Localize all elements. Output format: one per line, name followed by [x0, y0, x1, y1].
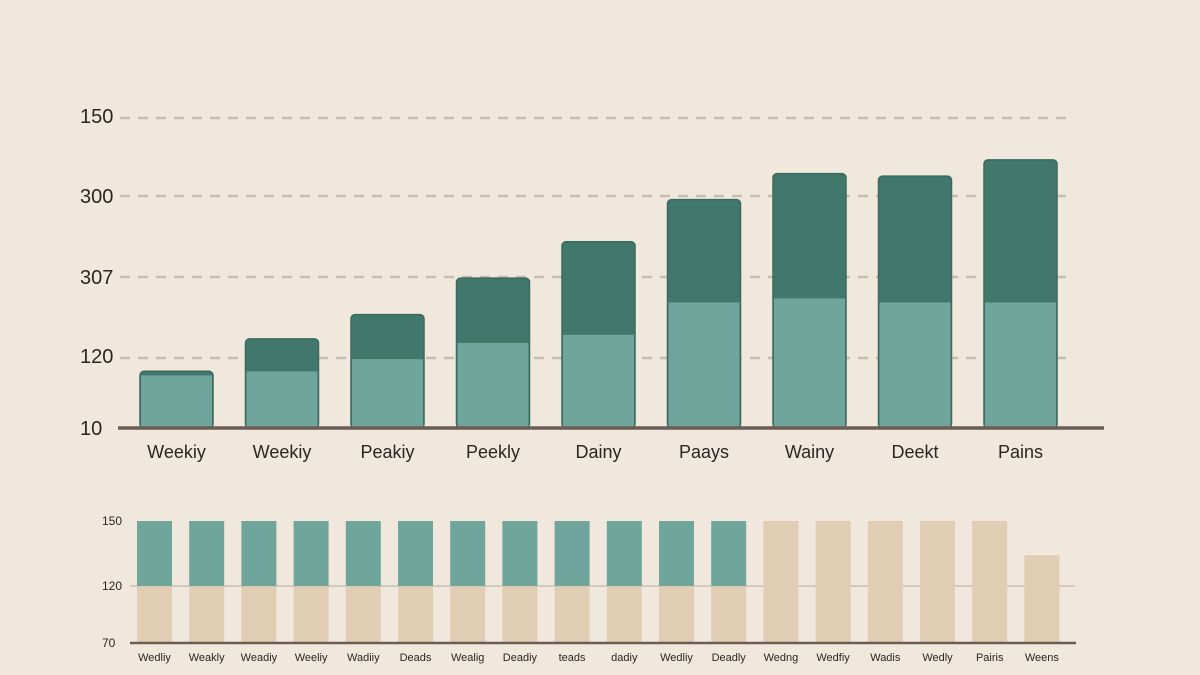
x-tick-label: Weakly — [189, 652, 225, 664]
y-tick-label: 150 — [80, 106, 113, 128]
bar-segment-lower — [774, 298, 845, 428]
bar-segment-lower — [246, 371, 318, 428]
bottom-stacked-bar-chart: 70 120 150 Wedliy Weakly Weadiy Weeliy Wadiiy De… — [102, 514, 1076, 664]
bar-segment-lower — [141, 375, 212, 428]
bar-segment-lower — [668, 302, 740, 428]
x-tick-label: Weekiy — [253, 442, 312, 462]
bar-segment-upper — [398, 521, 433, 587]
bar-segment-upper — [137, 521, 172, 587]
bar-segment-lower — [345, 586, 381, 643]
bar-segment-lower — [920, 521, 955, 643]
x-tick-label: Peekly — [466, 442, 520, 462]
bar-segment-upper — [293, 521, 329, 587]
bar-segment-upper — [189, 521, 225, 587]
x-tick-label: Wedly — [922, 652, 953, 664]
y-tick-label: 307 — [80, 267, 113, 289]
bar-segment-lower — [293, 586, 329, 643]
x-tick-label: Deads — [400, 652, 432, 664]
x-tick-label: Wealig — [451, 652, 484, 664]
bar-segment-lower — [985, 302, 1056, 428]
x-tick-label: Deekt — [891, 442, 938, 462]
bar-segment-lower — [563, 334, 634, 428]
x-tick-label: dadiy — [611, 652, 638, 664]
y-tick-label: 70 — [102, 636, 116, 650]
bar-segment-lower — [606, 586, 642, 643]
bar-segment-lower — [879, 302, 951, 428]
bar-segment-lower — [815, 521, 851, 643]
x-tick-label: Wedfiy — [816, 652, 850, 664]
x-tick-label: Wedliy — [138, 652, 171, 664]
y-tick-label: 150 — [102, 514, 122, 528]
x-tick-label: Wadis — [870, 652, 901, 664]
x-tick-label: Weadiy — [241, 652, 278, 664]
bar-segment-lower — [241, 586, 277, 643]
bar-segment-upper — [659, 521, 694, 587]
x-tick-label: Weens — [1025, 652, 1060, 664]
y-tick-label: 120 — [80, 346, 113, 368]
y-tick-label: 120 — [102, 579, 122, 593]
bar-segment-lower — [972, 521, 1008, 643]
bar-segment-upper — [241, 521, 277, 587]
bar-segment-lower — [867, 521, 903, 643]
y-tick-label: 10 — [80, 418, 102, 440]
bar-segment-lower — [554, 586, 590, 643]
bar-segment-upper — [502, 521, 538, 587]
bar-segment-upper — [554, 521, 590, 587]
bar-segment-upper — [450, 521, 486, 587]
x-tick-label: teads — [559, 652, 586, 664]
bar-segment-lower — [1024, 555, 1060, 643]
bar-segment-lower — [450, 586, 486, 643]
x-tick-label: Wadiiy — [347, 652, 380, 664]
x-tick-label: Wedng — [764, 652, 799, 664]
x-tick-label: Dainy — [575, 442, 621, 462]
x-tick-label: Peakiy — [360, 442, 414, 462]
top-stacked-bar-chart: 10 120 307 300 150 Weekiy Weekiy Peakiy Peekly Da… — [80, 106, 1104, 462]
bar-segment-upper — [345, 521, 381, 587]
bar-segment-lower — [763, 521, 799, 643]
x-tick-label: Pairis — [976, 652, 1004, 664]
bar-segment-lower — [659, 586, 694, 643]
x-tick-label: Wedliy — [660, 652, 693, 664]
bar-segment-lower — [137, 586, 172, 643]
x-tick-label: Deadiy — [503, 652, 538, 664]
x-tick-label: Deadly — [712, 652, 747, 664]
x-tick-label: Wainy — [785, 442, 834, 462]
bar-segment-lower — [502, 586, 538, 643]
x-tick-label: Pains — [998, 442, 1043, 462]
x-tick-label: Weekiy — [147, 442, 206, 462]
bar-segment-lower — [457, 342, 529, 428]
x-tick-label: Weeliy — [295, 652, 328, 664]
y-tick-label: 300 — [80, 186, 113, 208]
bar-segment-upper — [606, 521, 642, 587]
x-tick-label: Paays — [679, 442, 729, 462]
bar-segment-lower — [352, 359, 423, 428]
bar-segment-lower — [189, 586, 225, 643]
bar-segment-lower — [398, 586, 433, 643]
bar-segment-lower — [711, 586, 747, 643]
bar-segment-upper — [711, 521, 747, 587]
